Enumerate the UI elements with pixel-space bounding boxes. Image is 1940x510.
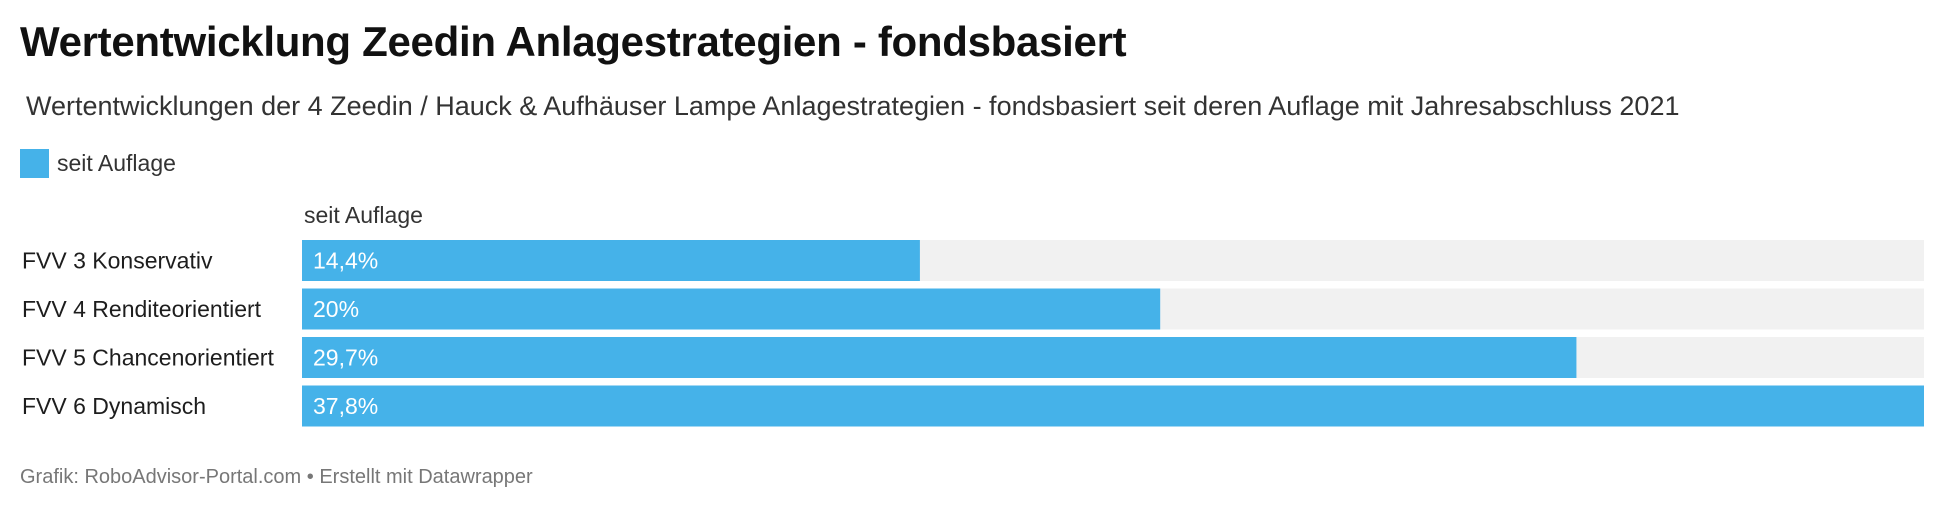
category-label: FVV 5 Chancenorientiert <box>22 345 274 371</box>
category-label: FVV 3 Konservativ <box>22 248 213 274</box>
value-label: 29,7% <box>313 345 378 371</box>
bar <box>302 337 1577 378</box>
column-header: seit Auflage <box>304 202 423 228</box>
chart-subtitle: Wertentwicklungen der 4 Zeedin / Hauck &… <box>26 91 1680 121</box>
bar <box>302 240 920 281</box>
value-label: 14,4% <box>313 248 378 274</box>
value-label: 37,8% <box>313 393 378 419</box>
legend-swatch <box>20 148 49 178</box>
category-label: FVV 6 Dynamisch <box>22 393 206 419</box>
bar <box>302 288 1161 330</box>
chart-footer: Grafik: RoboAdvisor-Portal.com • Erstell… <box>20 466 533 488</box>
bar <box>302 385 1924 427</box>
legend: seit Auflage <box>20 148 176 178</box>
legend-label: seit Auflage <box>57 149 176 176</box>
chart-title: Wertentwicklung Zeedin Anlagestrategien … <box>20 18 1127 65</box>
value-label: 20% <box>313 296 359 322</box>
category-label: FVV 4 Renditeorientiert <box>22 296 262 322</box>
